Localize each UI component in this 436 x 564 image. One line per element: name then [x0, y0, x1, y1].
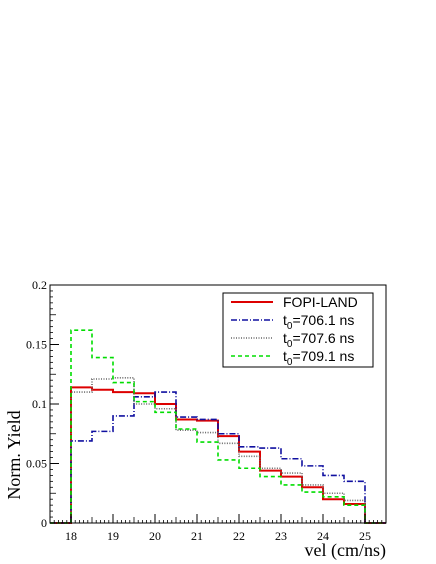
y-axis-title: Norm. Yield: [4, 410, 24, 499]
legend-entry: t0=709.1 ns: [231, 348, 354, 368]
y-tick-label: 0.2: [32, 278, 47, 292]
series-2: [50, 391, 386, 524]
series-3: [50, 377, 386, 524]
legend-label: t0=706.1 ns: [283, 312, 354, 332]
series-line: [50, 377, 386, 524]
x-tick-label: 22: [233, 529, 245, 543]
x-tick-label: 20: [149, 529, 161, 543]
series-line: [50, 391, 386, 524]
x-tick-label: 19: [107, 529, 119, 543]
y-tick-label: 0.15: [26, 338, 47, 352]
y-tick-label: 0.1: [32, 397, 47, 411]
legend-entry: t0=707.6 ns: [231, 330, 354, 350]
x-tick-label: 24: [317, 529, 329, 543]
series-4: [50, 329, 386, 524]
y-tick-label: 0.05: [26, 457, 47, 471]
axis-ticks: 18 19 20 21 22 23 24 25 0 0.05 0.1 0.15 0.2: [26, 278, 387, 543]
legend-label: t0=707.6 ns: [283, 330, 354, 350]
legend-entry: FOPI-LAND: [231, 294, 358, 310]
x-tick-label: 25: [359, 529, 371, 543]
y-tick-label: 0: [41, 516, 47, 530]
legend-box: [222, 292, 374, 368]
series-line: [50, 329, 386, 524]
legend-label: t0=709.1 ns: [283, 348, 354, 368]
x-tick-label: 23: [275, 529, 287, 543]
legend-label: FOPI-LAND: [283, 294, 358, 310]
x-axis-title: vel (cm/ns): [305, 540, 386, 561]
series-layer: [50, 329, 386, 524]
x-tick-label: 21: [191, 529, 203, 543]
legend-entry: t0=706.1 ns: [231, 312, 354, 332]
x-tick-label: 18: [65, 529, 77, 543]
